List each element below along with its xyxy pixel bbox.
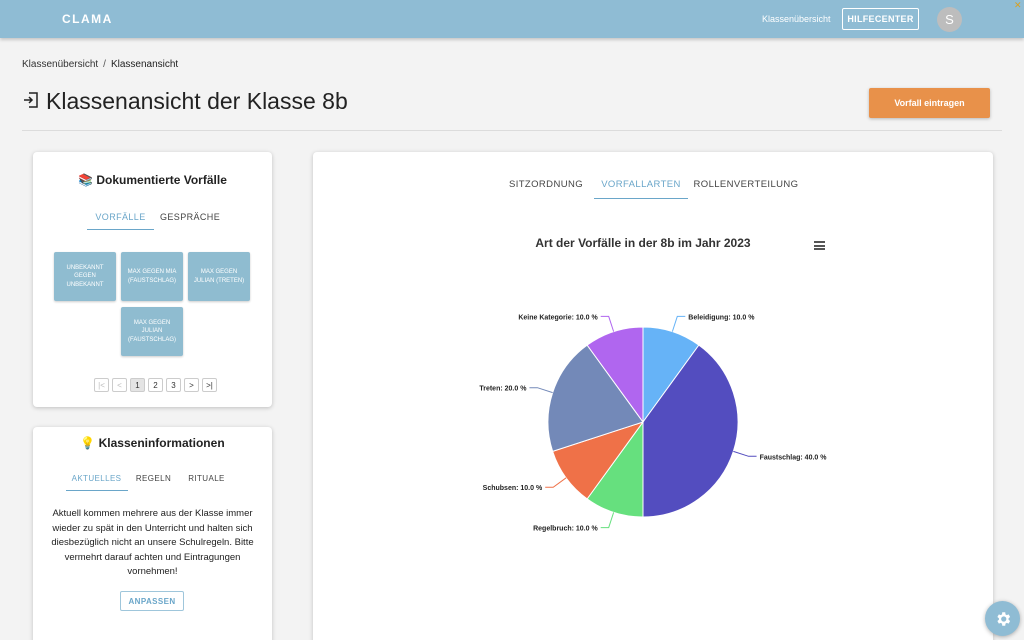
slice-label: Beleidigung: 10.0 % [688,314,755,321]
slice-label: Treten: 20.0 % [479,386,527,393]
next-page-button[interactable]: > [184,378,199,392]
report-incident-button[interactable]: Vorfall eintragen [869,88,990,118]
pagination: |< < 1 2 3 > >| [94,378,217,392]
header-divider [22,130,1002,131]
page-title: Klassenansicht der Klasse 8b [22,88,348,115]
incident-tile[interactable]: MAX GEGEN JULIAN (FAUSTSCHLAG) [121,307,183,356]
slice-connector [545,477,567,488]
slice-connector [600,315,615,332]
class-information-card: 💡 Klasseninformationen AKTUELLES REGELN … [33,427,272,640]
slice-connector [529,387,553,394]
avatar[interactable]: S [937,7,962,32]
incident-tile[interactable]: MAX GEGEN MIA (FAUSTSCHLAG) [121,252,183,301]
tab-incident-types[interactable]: VORFALLARTEN [594,179,688,199]
class-info-text: Aktuell kommen mehrere aus der Klasse im… [51,508,254,577]
chart-panel-tabs: SITZORDNUNG VORFALLARTEN ROLLENVERTEILUN… [313,179,993,199]
breadcrumb-current: Klassenansicht [110,59,179,70]
brand-logo[interactable]: CLAMA [62,12,113,26]
page-button-2[interactable]: 2 [148,378,163,392]
adjust-button[interactable]: ANPASSEN [120,591,184,611]
slice-label: Regelbruch: 10.0 % [533,526,598,533]
first-page-button[interactable]: |< [94,378,109,392]
chart-card: SITZORDNUNG VORFALLARTEN ROLLENVERTEILUN… [313,152,993,640]
tab-incidents[interactable]: VORFÄLLE [87,212,154,230]
page-button-1[interactable]: 1 [130,378,145,392]
prev-page-button[interactable]: < [112,378,127,392]
help-center-button[interactable]: HILFECENTER [842,8,919,30]
card-title: 📚 Dokumentierte Vorfälle [78,173,227,187]
settings-fab[interactable] [985,601,1020,636]
slice-connector [600,512,615,529]
login-icon [22,88,40,115]
class-info-tabs: AKTUELLES REGELN RITUALE [33,474,272,491]
documented-incidents-card: 📚 Dokumentierte Vorfälle VORFÄLLE GESPRÄ… [33,152,272,407]
breadcrumb-separator: / [103,59,106,70]
slice-label: Keine Kategorie: 10.0 % [518,314,598,321]
breadcrumb: Klassenübersicht / Klassenansicht [22,59,178,70]
chart-title: Art der Vorfälle in der 8b im Jahr 2023 [535,236,751,250]
tab-current[interactable]: AKTUELLES [65,474,128,491]
last-page-button[interactable]: >| [202,378,217,392]
hamburger-menu-icon[interactable] [814,241,825,250]
slice-label: Schubsen: 10.0 % [483,485,543,492]
close-icon[interactable]: ✕ [1014,0,1022,10]
pie-slice[interactable] [547,344,644,452]
tab-conversations[interactable]: GESPRÄCHE [160,212,221,222]
nav-link-class-overview[interactable]: Klassenübersicht [762,14,831,24]
top-navigation-bar: CLAMA Klassenübersicht HILFECENTER S [0,0,1024,38]
tab-seating[interactable]: SITZORDNUNG [508,179,584,190]
page-title-text: Klassenansicht der Klasse 8b [46,88,348,114]
tab-rules[interactable]: REGELN [135,474,172,483]
pie-chart: Art der Vorfälle in der 8b im Jahr 2023 B… [479,236,828,533]
incident-tile[interactable]: MAX GEGEN JULIAN (TRETEN) [188,252,250,301]
tab-rituals[interactable]: RITUALE [188,474,225,483]
card-title: 💡 Klasseninformationen [80,436,225,450]
slice-connector [733,450,757,457]
breadcrumb-parent[interactable]: Klassenübersicht [22,59,99,70]
tab-role-distribution[interactable]: ROLLENVERTEILUNG [693,179,799,190]
gear-icon [996,611,1010,626]
page-button-3[interactable]: 3 [166,378,181,392]
incident-tile[interactable]: UNBEKANNT GEGEN UNBEKANNT [54,252,116,301]
incidents-tabs: VORFÄLLE GESPRÄCHE [33,212,272,230]
slice-connector [671,315,686,332]
slice-label: Faustschlag: 40.0 % [760,454,828,461]
